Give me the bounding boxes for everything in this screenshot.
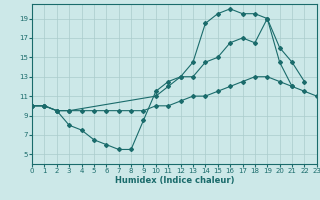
X-axis label: Humidex (Indice chaleur): Humidex (Indice chaleur) [115, 176, 234, 185]
